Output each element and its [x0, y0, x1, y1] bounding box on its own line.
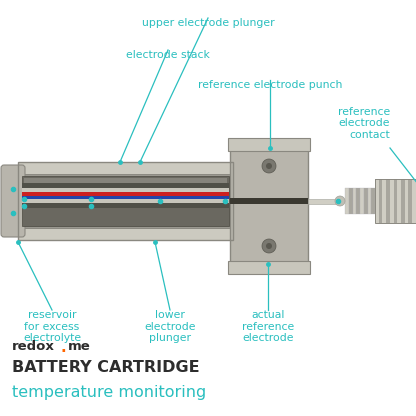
Bar	[412, 179, 416, 223]
Bar	[375, 179, 379, 223]
Text: BATTERY CARTRIDGE: BATTERY CARTRIDGE	[12, 360, 200, 375]
Bar	[349, 188, 352, 214]
Bar	[22, 196, 229, 199]
Text: reference
electrode
contact: reference electrode contact	[338, 107, 390, 140]
Bar	[386, 179, 390, 223]
Bar	[364, 188, 367, 214]
Bar	[308, 199, 340, 204]
Bar	[22, 199, 229, 203]
Bar	[394, 179, 397, 223]
Bar	[367, 188, 371, 214]
Bar	[22, 192, 229, 196]
Bar	[18, 162, 233, 174]
Bar	[230, 198, 308, 204]
Bar	[230, 148, 308, 264]
Bar	[375, 179, 416, 223]
Bar	[22, 183, 229, 188]
Bar	[360, 188, 364, 214]
Bar	[356, 188, 360, 214]
Text: actual
reference
electrode: actual reference electrode	[242, 310, 294, 343]
Bar	[18, 228, 233, 240]
Bar	[379, 179, 382, 223]
Text: me: me	[68, 340, 91, 353]
Circle shape	[266, 243, 272, 249]
Text: temperature monitoring: temperature monitoring	[12, 385, 206, 400]
Bar	[352, 188, 356, 214]
Bar	[397, 179, 401, 223]
Bar	[401, 179, 405, 223]
FancyBboxPatch shape	[1, 165, 25, 237]
Circle shape	[262, 159, 276, 173]
Bar	[22, 203, 229, 208]
Circle shape	[266, 163, 272, 169]
Bar	[22, 176, 229, 226]
Bar	[371, 188, 375, 214]
Circle shape	[262, 239, 276, 253]
Bar	[228, 138, 310, 151]
Bar	[405, 179, 409, 223]
Text: .: .	[61, 340, 67, 355]
Circle shape	[335, 196, 345, 206]
Bar	[24, 178, 227, 203]
Text: redox: redox	[12, 340, 55, 353]
Text: upper electrode plunger: upper electrode plunger	[142, 18, 274, 28]
Text: reservoir
for excess
electrolyte: reservoir for excess electrolyte	[23, 310, 81, 343]
Bar	[18, 162, 233, 240]
Bar	[18, 174, 233, 228]
Bar	[390, 179, 394, 223]
Bar	[22, 188, 229, 192]
Bar	[345, 188, 349, 214]
Text: lower
electrode
plunger: lower electrode plunger	[144, 310, 196, 343]
Text: electrode stack: electrode stack	[126, 50, 210, 60]
Bar	[228, 261, 310, 274]
Bar	[382, 179, 386, 223]
Text: reference electrode punch: reference electrode punch	[198, 80, 342, 90]
Bar	[409, 179, 412, 223]
